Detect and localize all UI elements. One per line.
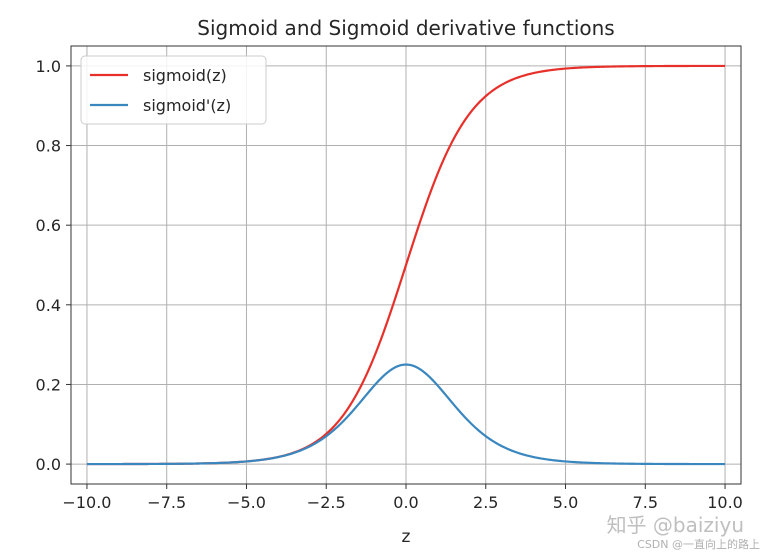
legend: sigmoid(z) sigmoid'(z) <box>80 55 267 125</box>
x-axis-label: z <box>402 527 411 547</box>
legend-label: sigmoid'(z) <box>143 96 231 115</box>
x-tick-label: −2.5 <box>307 493 346 512</box>
legend-label: sigmoid(z) <box>143 66 227 85</box>
x-tick-label: −5.0 <box>227 493 266 512</box>
series-line-sigmoid-derivative <box>86 363 726 466</box>
x-tick-label: 5.0 <box>553 493 578 512</box>
watermark-zhihu: 知乎 @baiziyu <box>606 513 744 537</box>
x-tick-label: 2.5 <box>473 493 498 512</box>
legend-box <box>80 55 267 125</box>
y-tick-label: 0.8 <box>36 137 61 156</box>
ticks: −10.0 −7.5 −5.0 −2.5 0.0 2.5 5.0 7.5 10.0 0.0 0.2 0… <box>36 57 743 512</box>
y-tick-label: 0.0 <box>36 455 61 474</box>
y-tick-label: 0.2 <box>36 375 61 394</box>
y-tick-label: 0.6 <box>36 216 61 235</box>
y-tick-label: 0.4 <box>36 296 61 315</box>
x-tick-label: −10.0 <box>62 493 111 512</box>
x-tick-label: 10.0 <box>707 493 743 512</box>
series-layer <box>86 64 726 466</box>
watermark-csdn: CSDN @一直向上的路上 <box>637 538 760 551</box>
x-tick-label: 0.0 <box>393 493 418 512</box>
y-tick-label: 1.0 <box>36 57 61 76</box>
x-tick-label: −7.5 <box>147 493 186 512</box>
x-tick-label: 7.5 <box>633 493 658 512</box>
chart-title: Sigmoid and Sigmoid derivative functions <box>197 16 614 40</box>
